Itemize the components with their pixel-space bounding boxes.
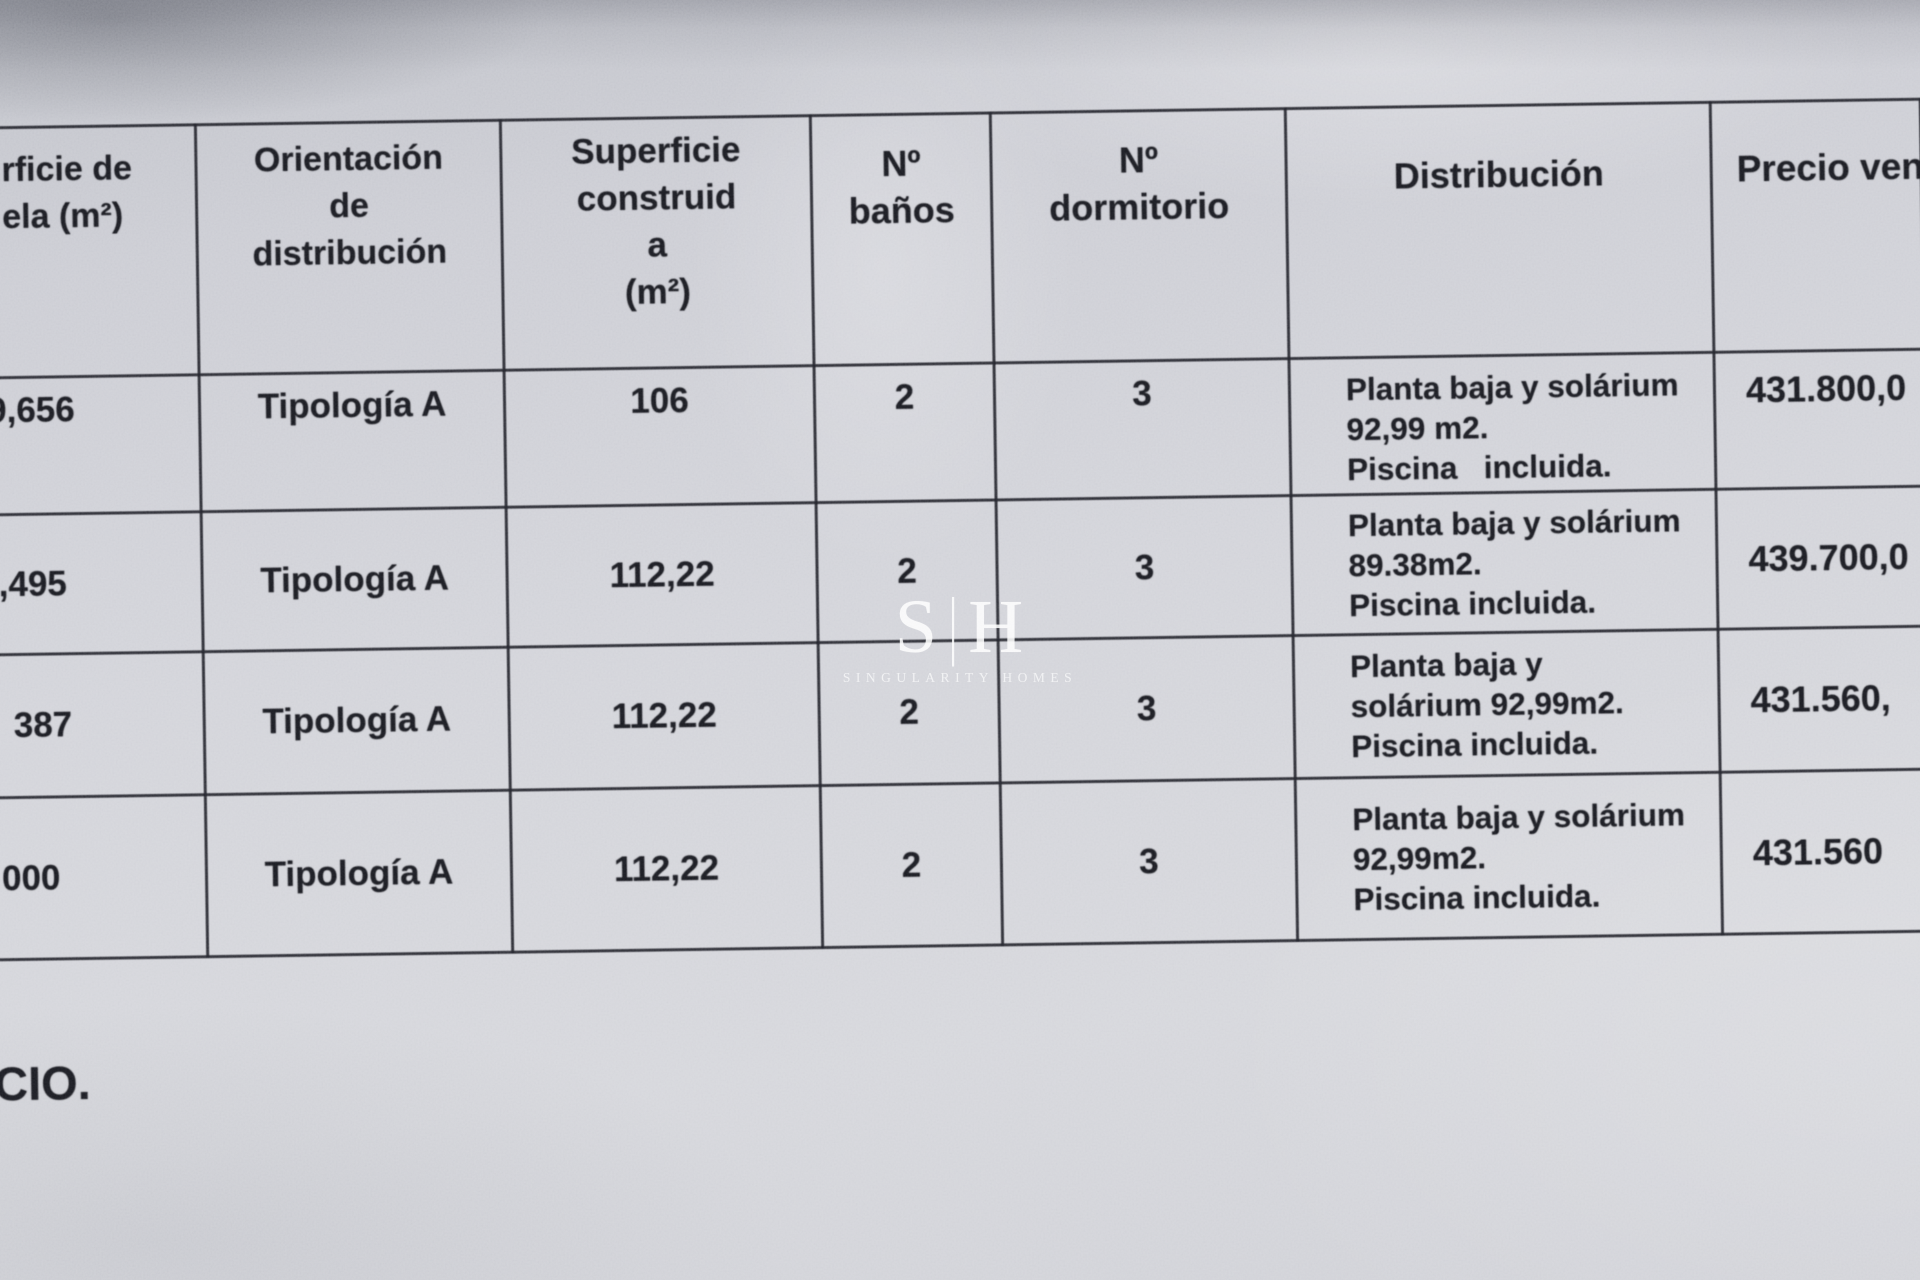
property-price-table: rficie de ela (m²) Orientación de distri… <box>0 98 1920 963</box>
header-orientacion-distribucion: Orientación de distribución <box>195 120 505 375</box>
cell-precio: 431.560, <box>1718 626 1920 773</box>
cell-superficie-construida: 106 <box>504 365 817 508</box>
header-num-dormitorio: Nº dormitorio <box>990 108 1289 363</box>
cell-parcela: 387 <box>0 651 206 799</box>
cell-superficie-construida: 112,22 <box>506 502 819 648</box>
cell-banos: 2 <box>818 639 1001 786</box>
cell-dormitorios: 3 <box>996 495 1294 640</box>
cell-distribucion: Planta baja y solárium 89.38m2. Piscina … <box>1290 489 1719 636</box>
cell-dormitorios: 3 <box>1000 778 1298 945</box>
cell-superficie-construida: 112,22 <box>508 642 821 791</box>
cell-distribucion: Planta baja y solárium 92,99 m2. Piscina… <box>1288 352 1716 496</box>
cell-dormitorios: 3 <box>993 358 1291 500</box>
cell-tipologia: Tipología A <box>205 790 513 957</box>
cell-precio: 431.800,0 <box>1713 349 1920 490</box>
header-superficie-parcela: rficie de ela (m²) <box>0 124 200 379</box>
cell-tipologia: Tipología A <box>201 507 509 652</box>
cell-distribucion: Planta baja y solárium 92,99m2. Piscina … <box>1295 772 1723 941</box>
header-superficie-construida: Superficie construid a (m²) <box>500 115 815 371</box>
table-row: 000 Tipología A 112,22 2 3 Planta baja y… <box>0 769 1920 961</box>
cell-banos: 2 <box>820 782 1003 948</box>
cell-parcela: 9,656 <box>0 374 202 516</box>
cell-parcela: ,495 <box>0 511 204 656</box>
paper-tilt-wrapper: rficie de ela (m²) Orientación de distri… <box>0 98 1920 1227</box>
cell-precio: 439.700,0 <box>1715 486 1920 630</box>
cell-parcela: 000 <box>0 794 208 961</box>
header-distribucion: Distribución <box>1285 102 1714 359</box>
cell-tipologia: Tipología A <box>199 370 507 512</box>
cell-distribucion: Planta baja y solárium 92,99m2. Piscina … <box>1293 629 1721 779</box>
cell-banos: 2 <box>814 362 997 503</box>
cell-precio: 431.560 <box>1720 769 1920 935</box>
cell-superficie-construida: 112,22 <box>510 785 823 953</box>
footer-cut-text: CIO. <box>0 1055 92 1111</box>
header-precio-venta: Precio ven <box>1710 99 1920 353</box>
header-num-banos: Nº baños <box>810 113 994 366</box>
cell-dormitorios: 3 <box>998 635 1296 783</box>
cell-tipologia: Tipología A <box>203 647 511 795</box>
cell-banos: 2 <box>816 499 999 643</box>
table-header-row: rficie de ela (m²) Orientación de distri… <box>0 99 1920 379</box>
